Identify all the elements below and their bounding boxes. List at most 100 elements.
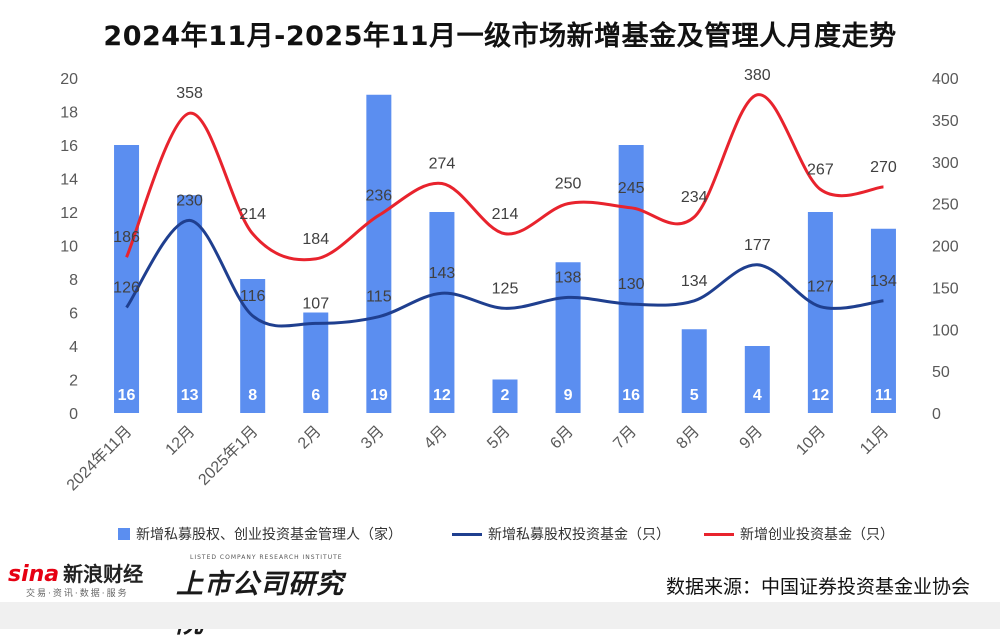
bar — [807, 212, 833, 413]
x-axis-tick: 10月 — [793, 423, 829, 459]
pe-value-label: 125 — [492, 280, 519, 297]
vc-value-label: 267 — [807, 161, 834, 178]
x-axis-tick: 2025年1月 — [195, 422, 262, 489]
left-axis-tick: 2 — [69, 373, 78, 390]
right-axis-tick: 150 — [932, 280, 959, 297]
left-axis-tick: 14 — [60, 172, 78, 189]
bar — [114, 145, 140, 413]
sina-logo-sub: 交易·资讯·数据·服务 — [26, 589, 129, 599]
vc-value-label: 245 — [618, 180, 645, 197]
bar-value-label: 8 — [248, 387, 257, 404]
vc-value-label: 358 — [176, 85, 203, 102]
bar — [744, 346, 770, 413]
right-axis-tick: 250 — [932, 197, 959, 214]
vc-value-label: 214 — [239, 206, 266, 223]
left-axis-tick: 16 — [60, 138, 78, 155]
pe-value-label: 115 — [366, 289, 392, 306]
x-axis-tick: 2月 — [295, 423, 325, 453]
bar-value-label: 2 — [501, 387, 510, 404]
institute-logo: LISTED COMPANY RESEARCH INSTITUTE 上市公司研究… — [176, 552, 366, 639]
legend-item-pe: 新增私募股权投资基金（只） — [452, 524, 670, 544]
bar — [681, 329, 707, 413]
x-axis-tick: 9月 — [737, 423, 767, 453]
right-axis-tick: 50 — [932, 364, 950, 381]
bar-value-label: 13 — [181, 387, 199, 404]
bar — [555, 262, 581, 413]
institute-logo-small: LISTED COMPANY RESEARCH INSTITUTE — [190, 554, 343, 561]
pe-value-label: 138 — [555, 269, 582, 286]
bar-value-label: 9 — [564, 387, 573, 404]
vc-value-label: 250 — [555, 176, 582, 193]
pe-fund-line — [125, 218, 884, 328]
legend-label-bar: 新增私募股权、创业投资基金管理人（家） — [136, 527, 402, 543]
pe-value-label: 130 — [618, 276, 645, 293]
pe-value-label: 230 — [176, 192, 203, 209]
left-axis-tick: 12 — [60, 205, 78, 222]
vc-value-label: 380 — [744, 67, 771, 84]
legend-swatch-bar — [118, 528, 130, 540]
legend-label-vc: 新增创业投资基金（只） — [740, 527, 894, 543]
left-axis-tick: 4 — [69, 339, 78, 356]
chart-title: 2024年11月-2025年11月一级市场新增基金及管理人月度走势 — [103, 21, 897, 52]
vc-value-label: 214 — [492, 206, 519, 223]
bar-value-label: 4 — [753, 387, 762, 404]
bar — [366, 94, 392, 413]
pe-value-label: 107 — [302, 295, 329, 312]
data-source: 数据来源：中国证券投资基金业协会 — [665, 576, 970, 598]
legend-label-pe: 新增私募股权投资基金（只） — [488, 527, 670, 543]
legend-swatch-vc — [704, 532, 734, 536]
legend-item-bar: 新增私募股权、创业投资基金管理人（家） — [118, 524, 402, 544]
bar-value-label: 11 — [875, 387, 892, 404]
x-axis-tick: 4月 — [421, 423, 451, 453]
left-axis-tick: 18 — [60, 105, 78, 122]
pe-value-label: 126 — [113, 279, 140, 296]
x-axis-tick: 2024年11月 — [63, 422, 135, 494]
bar — [492, 379, 518, 413]
bar-value-label: 19 — [370, 387, 388, 404]
sina-logo: sina 新浪财经 — [8, 562, 144, 587]
right-axis-tick: 350 — [932, 113, 959, 130]
x-axis-tick: 6月 — [547, 423, 577, 453]
left-axis-tick: 8 — [69, 272, 78, 289]
left-axis-tick: 10 — [60, 239, 78, 256]
legend: 新增私募股权、创业投资基金管理人（家） 新增私募股权投资基金（只） 新增创业投资… — [0, 524, 1000, 544]
bar — [429, 212, 455, 413]
x-axis-tick: 8月 — [673, 423, 703, 453]
pe-value-label: 177 — [744, 237, 771, 254]
vc-fund-line — [125, 93, 884, 262]
pe-value-label: 143 — [429, 265, 456, 282]
left-axis-tick: 6 — [69, 306, 78, 323]
right-axis-tick: 400 — [932, 71, 959, 88]
pe-value-label: 134 — [681, 273, 708, 290]
left-axis-tick: 20 — [60, 71, 78, 88]
vc-value-label: 234 — [681, 189, 708, 206]
vc-value-label: 184 — [302, 231, 329, 248]
pe-value-label: 116 — [240, 288, 266, 305]
bar-value-label: 16 — [622, 387, 640, 404]
vc-value-label: 186 — [113, 229, 140, 246]
vc-value-label: 274 — [429, 156, 456, 173]
legend-item-vc: 新增创业投资基金（只） — [704, 524, 894, 544]
x-axis-tick: 12月 — [163, 423, 199, 459]
bar — [870, 228, 896, 413]
pe-value-label: 134 — [870, 273, 897, 290]
x-axis-tick: 11月 — [857, 423, 892, 458]
bar — [618, 145, 644, 413]
bar-value-label: 5 — [690, 387, 699, 404]
bar — [177, 195, 203, 413]
x-axis-tick: 3月 — [358, 423, 388, 453]
right-axis-tick: 100 — [932, 322, 959, 339]
bottom-band — [0, 602, 1000, 629]
bar-value-label: 12 — [433, 387, 451, 404]
x-axis-tick: 7月 — [610, 423, 640, 453]
pe-value-label: 127 — [807, 279, 834, 296]
vc-value-label: 270 — [870, 159, 897, 176]
bar-value-label: 12 — [811, 387, 829, 404]
bar-value-label: 16 — [118, 387, 136, 404]
bar — [240, 279, 266, 413]
x-axis-tick: 5月 — [484, 423, 514, 453]
right-axis-tick: 300 — [932, 155, 959, 172]
left-axis-tick: 0 — [69, 406, 78, 423]
